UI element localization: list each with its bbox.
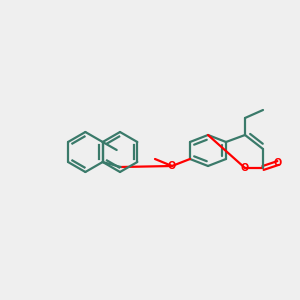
Text: O: O: [241, 163, 249, 173]
Text: O: O: [274, 158, 282, 168]
Text: O: O: [168, 161, 176, 171]
